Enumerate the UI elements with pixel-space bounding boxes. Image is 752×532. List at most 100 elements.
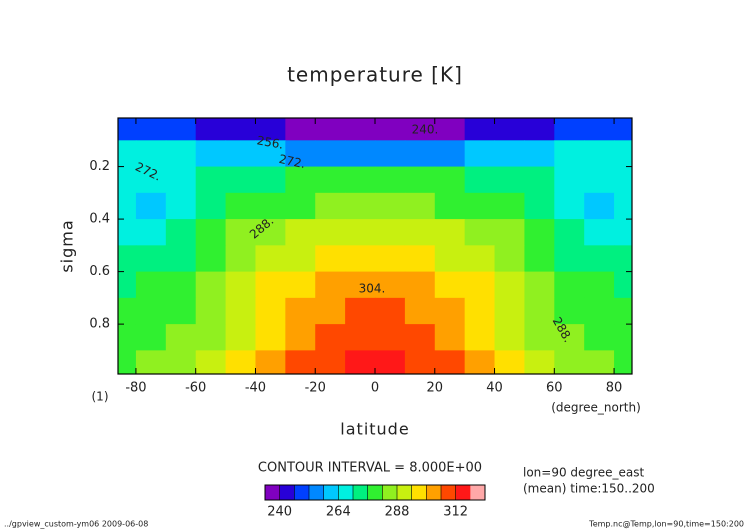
field-cell xyxy=(614,118,633,141)
footer-right: Temp.nc@Temp,lon=90,time=150:200 xyxy=(588,520,744,529)
field-cell xyxy=(584,118,615,141)
field-cell xyxy=(255,219,286,246)
field-cell xyxy=(434,192,466,220)
field-cell xyxy=(584,166,615,194)
colorbar-swatch xyxy=(338,485,354,500)
field-cell xyxy=(255,140,286,168)
field-cell xyxy=(554,297,585,325)
field-cell xyxy=(404,118,436,141)
field-cell xyxy=(434,350,466,375)
field-cell xyxy=(614,324,633,351)
contour-label: 304. xyxy=(359,282,386,296)
field-cell xyxy=(434,118,466,141)
colorbar-tick-label: 240 xyxy=(267,505,292,520)
field-cell xyxy=(404,350,436,375)
field-cell xyxy=(554,324,585,351)
field-cell xyxy=(255,192,286,220)
field-cell xyxy=(195,271,227,299)
field-cell xyxy=(464,245,496,273)
field-cell xyxy=(494,271,525,299)
field-cell xyxy=(464,140,496,168)
field-cell xyxy=(524,140,555,168)
x-tick-label: -60 xyxy=(185,381,206,396)
field-cell xyxy=(375,192,406,220)
field-cell xyxy=(285,219,316,246)
field-cell xyxy=(345,219,376,246)
field-cell xyxy=(118,271,137,299)
field-cell xyxy=(375,118,406,141)
field-cell xyxy=(225,350,256,375)
field-cell xyxy=(524,118,555,141)
field-cell xyxy=(195,297,227,325)
field-cell xyxy=(614,192,633,220)
field-cell xyxy=(135,271,167,299)
field-cell xyxy=(464,350,496,375)
field-cell xyxy=(315,324,346,351)
field-cell xyxy=(375,219,406,246)
field-cell xyxy=(285,118,316,141)
field-cell xyxy=(584,192,615,220)
field-cell xyxy=(345,350,376,375)
field-cell xyxy=(135,166,167,194)
field-cell xyxy=(434,140,466,168)
field-cell xyxy=(195,140,227,168)
field-cell xyxy=(614,297,633,325)
field-cell xyxy=(225,324,256,351)
field-cell xyxy=(165,324,197,351)
field-cell xyxy=(404,166,436,194)
field-cell xyxy=(285,324,316,351)
colorbar-tick-label: 288 xyxy=(385,505,410,520)
field-cell xyxy=(315,297,346,325)
field-cell xyxy=(524,324,555,351)
colorbar-swatch xyxy=(426,485,442,500)
field-cell xyxy=(404,297,436,325)
field-cell xyxy=(554,192,585,220)
field-cell xyxy=(375,245,406,273)
field-cell xyxy=(195,350,227,375)
field-cell xyxy=(524,350,555,375)
field-cell xyxy=(524,192,555,220)
field-cell xyxy=(285,297,316,325)
field-cell xyxy=(255,118,286,141)
field-cell xyxy=(345,245,376,273)
field-cell xyxy=(285,166,316,194)
field-cell xyxy=(375,297,406,325)
field-cell xyxy=(524,219,555,246)
field-cell xyxy=(195,118,227,141)
field-cell xyxy=(315,192,346,220)
field-cell xyxy=(404,245,436,273)
field-cell xyxy=(195,219,227,246)
field-cell xyxy=(165,245,197,273)
field-cell xyxy=(345,297,376,325)
field-cell xyxy=(255,166,286,194)
field-cell xyxy=(494,245,525,273)
x-tick-label: 40 xyxy=(486,381,503,396)
field-cell xyxy=(614,271,633,299)
field-cell xyxy=(584,324,615,351)
field-cell xyxy=(165,140,197,168)
y-tick-label: 0.4 xyxy=(89,212,110,227)
colorbar-swatch xyxy=(411,485,427,500)
y-tick-label: 0.8 xyxy=(89,317,110,332)
field-cell xyxy=(285,271,316,299)
field-cell xyxy=(165,192,197,220)
field-cell xyxy=(195,166,227,194)
field-cell xyxy=(165,271,197,299)
field-cell xyxy=(494,324,525,351)
field-cell xyxy=(464,297,496,325)
x-tick-label: 20 xyxy=(426,381,443,396)
field-cell xyxy=(464,219,496,246)
field-cell xyxy=(118,118,137,141)
chart-title: temperature [K] xyxy=(287,63,463,87)
field-cell xyxy=(584,245,615,273)
field-cell xyxy=(614,140,633,168)
field-cell xyxy=(464,192,496,220)
field-cell xyxy=(404,192,436,220)
field-cell xyxy=(584,271,615,299)
field-cell xyxy=(165,118,197,141)
x-tick-label: 60 xyxy=(546,381,563,396)
field-cell xyxy=(345,118,376,141)
field-cell xyxy=(118,297,137,325)
field-cell xyxy=(434,297,466,325)
y-tick-label: 0.2 xyxy=(89,159,110,174)
